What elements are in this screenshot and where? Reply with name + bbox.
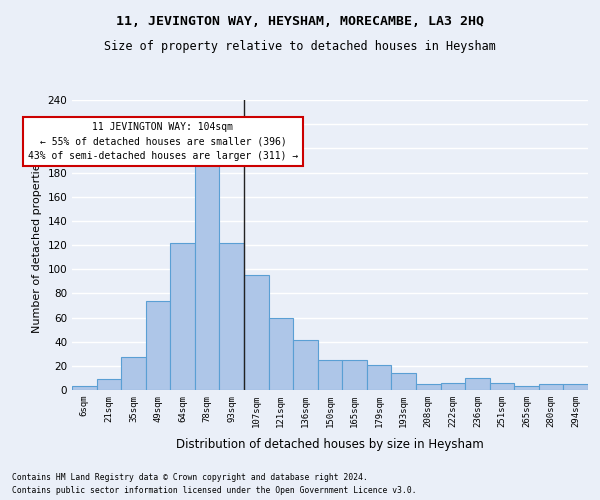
Y-axis label: Number of detached properties: Number of detached properties [32, 158, 42, 332]
Text: 11 JEVINGTON WAY: 104sqm
← 55% of detached houses are smaller (396)
43% of semi-: 11 JEVINGTON WAY: 104sqm ← 55% of detach… [28, 122, 298, 162]
Bar [293, 340, 318, 390]
Bar [342, 360, 367, 390]
Bar [318, 360, 342, 390]
Bar [367, 364, 391, 390]
Bar [416, 384, 440, 390]
Bar [244, 275, 269, 390]
Bar [539, 384, 563, 390]
Bar [490, 383, 514, 390]
Bar [146, 300, 170, 390]
Bar [220, 242, 244, 390]
Bar [195, 152, 220, 390]
Bar [391, 373, 416, 390]
Text: Size of property relative to detached houses in Heysham: Size of property relative to detached ho… [104, 40, 496, 53]
Bar [269, 318, 293, 390]
Text: 11, JEVINGTON WAY, HEYSHAM, MORECAMBE, LA3 2HQ: 11, JEVINGTON WAY, HEYSHAM, MORECAMBE, L… [116, 15, 484, 28]
Text: Contains public sector information licensed under the Open Government Licence v3: Contains public sector information licen… [12, 486, 416, 495]
Bar [121, 358, 146, 390]
Bar [97, 379, 121, 390]
Text: Contains HM Land Registry data © Crown copyright and database right 2024.: Contains HM Land Registry data © Crown c… [12, 474, 368, 482]
Bar [170, 242, 195, 390]
Bar [465, 378, 490, 390]
Bar [514, 386, 539, 390]
Bar [72, 386, 97, 390]
X-axis label: Distribution of detached houses by size in Heysham: Distribution of detached houses by size … [176, 438, 484, 451]
Bar [440, 383, 465, 390]
Bar [563, 384, 588, 390]
